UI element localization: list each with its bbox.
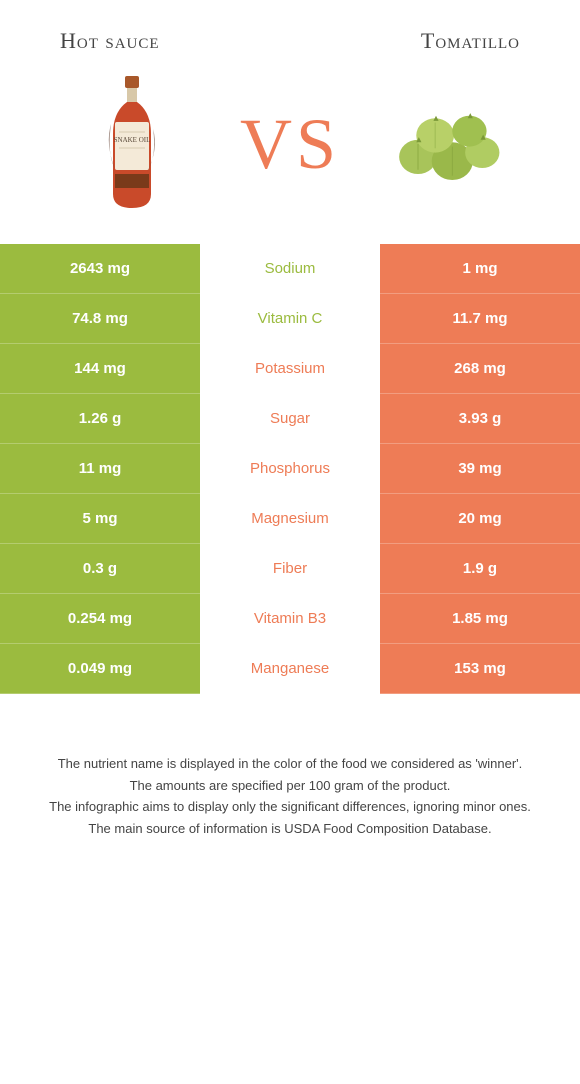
right-value: 20 mg	[380, 494, 580, 544]
table-row: 74.8 mgVitamin C11.7 mg	[0, 294, 580, 344]
svg-text:SNAKE OIL: SNAKE OIL	[114, 136, 151, 144]
table-row: 144 mgPotassium268 mg	[0, 344, 580, 394]
table-row: 0.049 mgManganese153 mg	[0, 644, 580, 694]
left-food-title: Hot sauce	[60, 28, 160, 54]
table-row: 1.26 gSugar3.93 g	[0, 394, 580, 444]
left-value: 11 mg	[0, 444, 200, 494]
right-value: 268 mg	[380, 344, 580, 394]
right-value: 1.9 g	[380, 544, 580, 594]
table-row: 11 mgPhosphorus39 mg	[0, 444, 580, 494]
hot-sauce-image: SNAKE OIL	[72, 74, 192, 214]
footnote-line: The nutrient name is displayed in the co…	[28, 754, 552, 774]
footnotes: The nutrient name is displayed in the co…	[0, 694, 580, 838]
table-row: 2643 mgSodium1 mg	[0, 244, 580, 294]
nutrient-label: Vitamin C	[200, 294, 380, 344]
tomatillo-image	[388, 74, 508, 214]
right-value: 11.7 mg	[380, 294, 580, 344]
right-value: 3.93 g	[380, 394, 580, 444]
right-food-title: Tomatillo	[421, 28, 520, 54]
nutrient-label: Vitamin B3	[200, 594, 380, 644]
nutrient-label: Phosphorus	[200, 444, 380, 494]
table-row: 5 mgMagnesium20 mg	[0, 494, 580, 544]
left-value: 5 mg	[0, 494, 200, 544]
left-value: 1.26 g	[0, 394, 200, 444]
right-value: 1 mg	[380, 244, 580, 294]
footnote-line: The amounts are specified per 100 gram o…	[28, 776, 552, 796]
vs-label: VS	[240, 103, 340, 186]
table-row: 0.254 mgVitamin B31.85 mg	[0, 594, 580, 644]
left-value: 74.8 mg	[0, 294, 200, 344]
left-value: 144 mg	[0, 344, 200, 394]
right-value: 39 mg	[380, 444, 580, 494]
nutrient-label: Sodium	[200, 244, 380, 294]
nutrient-label: Sugar	[200, 394, 380, 444]
footnote-line: The main source of information is USDA F…	[28, 819, 552, 839]
nutrient-label: Manganese	[200, 644, 380, 694]
nutrient-label: Magnesium	[200, 494, 380, 544]
table-row: 0.3 gFiber1.9 g	[0, 544, 580, 594]
left-value: 0.3 g	[0, 544, 200, 594]
left-value: 0.254 mg	[0, 594, 200, 644]
right-value: 1.85 mg	[380, 594, 580, 644]
left-value: 2643 mg	[0, 244, 200, 294]
vs-section: SNAKE OIL VS	[0, 64, 580, 244]
right-value: 153 mg	[380, 644, 580, 694]
nutrient-table: 2643 mgSodium1 mg74.8 mgVitamin C11.7 mg…	[0, 244, 580, 694]
footnote-line: The infographic aims to display only the…	[28, 797, 552, 817]
nutrient-label: Fiber	[200, 544, 380, 594]
left-value: 0.049 mg	[0, 644, 200, 694]
header-row: Hot sauce Tomatillo	[0, 0, 580, 64]
nutrient-label: Potassium	[200, 344, 380, 394]
